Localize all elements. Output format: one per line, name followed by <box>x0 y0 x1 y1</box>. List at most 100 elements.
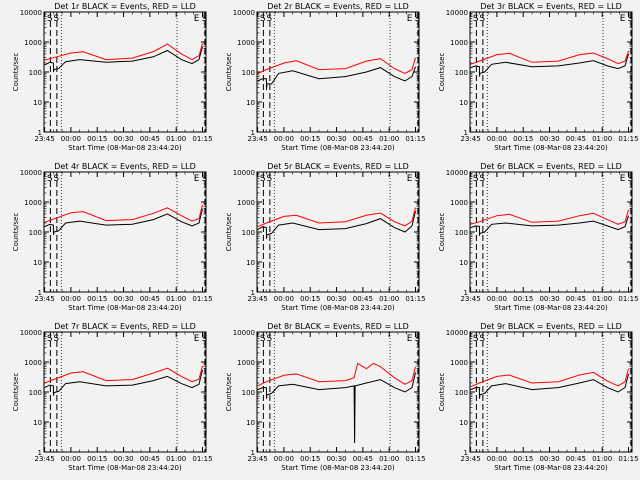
detector-panel: Det 5r BLACK = Events, RED = LLD 1 10 100 10… <box>225 162 426 312</box>
events-series-line <box>470 215 629 236</box>
lld-series-line <box>470 368 629 388</box>
event-mark: S <box>415 174 421 184</box>
event-mark: S <box>202 334 208 344</box>
event-mark: S <box>628 334 634 344</box>
x-tick-label: 01:00 <box>166 295 186 303</box>
y-tick-label: 10 <box>33 419 42 427</box>
y-tick-label: 10 <box>246 419 255 427</box>
x-tick-label: 00:30 <box>113 295 133 303</box>
x-tick-label: 00:00 <box>487 295 507 303</box>
event-mark: S <box>479 174 485 184</box>
event-mark: S <box>266 14 272 24</box>
event-mark: S <box>202 174 208 184</box>
detector-panel: Det 4r BLACK = Events, RED = LLD 1 10 100 10… <box>12 162 213 312</box>
y-tick-label: 10 <box>246 99 255 107</box>
y-axis-label: Counts/sec <box>225 373 233 412</box>
event-mark: S <box>266 174 272 184</box>
plot-frame <box>256 171 420 293</box>
event-mark: S <box>260 334 266 344</box>
lld-series-line <box>257 207 416 228</box>
y-tick-label: 10 <box>459 259 468 267</box>
y-tick-label: 1 <box>251 449 255 457</box>
detector-panel: Det 7r BLACK = Events, RED = LLD 1 10 100 10… <box>12 322 213 472</box>
x-tick-label: 00:45 <box>140 135 160 143</box>
event-mark: S <box>479 334 485 344</box>
events-series-line <box>257 66 416 91</box>
y-axis-label: Counts/sec <box>225 213 233 252</box>
event-mark: E <box>620 14 626 24</box>
y-tick-label: 1 <box>464 129 468 137</box>
y-tick-label: 100 <box>242 69 255 77</box>
event-mark: S <box>628 14 634 24</box>
x-tick-label: 00:00 <box>487 135 507 143</box>
panel-title: Det 9r BLACK = Events, RED = LLD <box>480 322 622 331</box>
plot-frame <box>469 171 633 293</box>
x-axis-label: Start Time (08-Mar-08 23:44:20) <box>494 304 608 312</box>
x-tick-label: 23:45 <box>34 135 54 143</box>
y-tick-label: 10000 <box>20 9 42 17</box>
event-mark: E <box>407 334 413 344</box>
plot-frame <box>256 11 420 133</box>
x-tick-label: 00:15 <box>300 455 320 463</box>
lld-series-line <box>44 204 203 223</box>
x-tick-label: 01:00 <box>379 295 399 303</box>
y-tick-label: 10 <box>33 259 42 267</box>
y-tick-label: 100 <box>455 389 468 397</box>
y-tick-label: 10000 <box>233 169 255 177</box>
x-tick-label: 00:45 <box>140 455 160 463</box>
plot-frame <box>469 11 633 133</box>
lld-series-line <box>44 43 203 61</box>
y-tick-label: 10000 <box>20 169 42 177</box>
events-series-line <box>44 208 203 235</box>
y-tick-label: 1000 <box>237 359 255 367</box>
detector-panel: Det 3r BLACK = Events, RED = LLD 1 10 100 10… <box>438 2 639 152</box>
event-mark: S <box>628 174 634 184</box>
panel-title: Det 1r BLACK = Events, RED = LLD <box>54 2 196 11</box>
event-mark: S <box>53 334 59 344</box>
event-mark: E <box>194 174 200 184</box>
y-axis-label: Counts/sec <box>12 373 20 412</box>
x-tick-label: 23:45 <box>460 135 480 143</box>
x-tick-label: 00:30 <box>539 135 559 143</box>
detector-panel: Det 6r BLACK = Events, RED = LLD 1 10 100 10… <box>438 162 639 312</box>
x-axis-label: Start Time (08-Mar-08 23:44:20) <box>68 144 182 152</box>
x-tick-label: 00:15 <box>513 135 533 143</box>
y-tick-label: 1 <box>251 129 255 137</box>
y-tick-label: 100 <box>455 69 468 77</box>
x-tick-label: 00:30 <box>539 295 559 303</box>
panel-title: Det 2r BLACK = Events, RED = LLD <box>267 2 409 11</box>
events-series-line <box>470 373 629 399</box>
event-mark: E <box>407 174 413 184</box>
y-tick-label: 1000 <box>237 39 255 47</box>
y-tick-label: 10 <box>33 99 42 107</box>
detector-panel: Det 9r BLACK = Events, RED = LLD 1 10 100 10… <box>438 322 639 472</box>
x-tick-label: 01:00 <box>592 135 612 143</box>
panel-title: Det 8r BLACK = Events, RED = LLD <box>267 322 409 331</box>
y-tick-label: 1000 <box>24 199 42 207</box>
events-series-line <box>257 210 416 239</box>
event-mark: S <box>47 334 53 344</box>
x-tick-label: 00:30 <box>326 135 346 143</box>
y-tick-label: 1000 <box>450 199 468 207</box>
x-tick-label: 00:00 <box>274 455 294 463</box>
y-tick-label: 1 <box>38 289 42 297</box>
event-mark: E <box>194 14 200 24</box>
y-tick-label: 10000 <box>233 9 255 17</box>
x-tick-label: 00:30 <box>326 295 346 303</box>
detector-panel: Det 2r BLACK = Events, RED = LLD 1 10 100 10… <box>225 2 426 152</box>
panel-title: Det 7r BLACK = Events, RED = LLD <box>54 322 196 331</box>
y-tick-label: 10 <box>246 259 255 267</box>
event-mark: S <box>473 174 479 184</box>
y-tick-label: 1000 <box>450 39 468 47</box>
panel-title: Det 4r BLACK = Events, RED = LLD <box>54 162 196 171</box>
x-tick-label: 01:00 <box>379 135 399 143</box>
x-tick-label: 01:00 <box>592 295 612 303</box>
y-tick-label: 10000 <box>446 169 468 177</box>
detector-panel: Det 8r BLACK = Events, RED = LLD 1 10 100 10… <box>225 322 426 472</box>
y-tick-label: 1 <box>38 449 42 457</box>
plot-frame <box>43 331 207 453</box>
y-tick-label: 1 <box>464 449 468 457</box>
y-tick-label: 1000 <box>24 39 42 47</box>
y-axis-label: Counts/sec <box>438 213 446 252</box>
